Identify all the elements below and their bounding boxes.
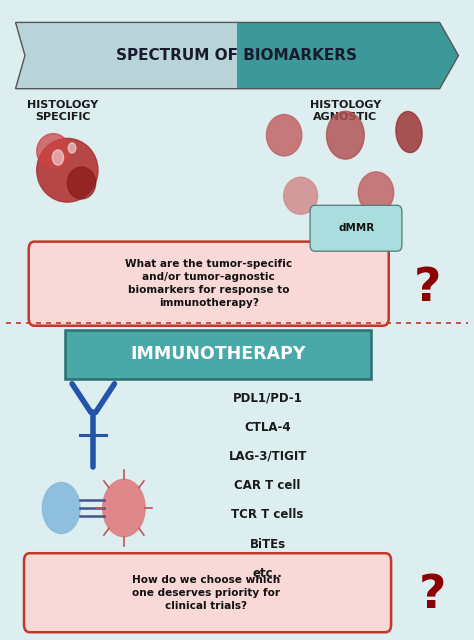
Text: ?: ? xyxy=(419,573,447,618)
Circle shape xyxy=(42,483,80,534)
Text: How do we choose which
one deserves priority for
clinical trials?: How do we choose which one deserves prio… xyxy=(132,575,281,611)
Text: SPECTRUM OF BIOMARKERS: SPECTRUM OF BIOMARKERS xyxy=(117,48,357,63)
Text: ?: ? xyxy=(414,266,442,310)
Text: LAG-3/TIGIT: LAG-3/TIGIT xyxy=(228,450,307,463)
Ellipse shape xyxy=(266,115,302,156)
FancyBboxPatch shape xyxy=(310,205,402,251)
FancyBboxPatch shape xyxy=(29,242,389,326)
FancyBboxPatch shape xyxy=(65,330,371,380)
Circle shape xyxy=(52,150,64,165)
Text: dMMR: dMMR xyxy=(338,223,374,233)
Ellipse shape xyxy=(396,111,422,152)
Ellipse shape xyxy=(36,138,98,202)
Polygon shape xyxy=(16,22,237,89)
Text: IMMUNOTHERAPY: IMMUNOTHERAPY xyxy=(130,346,306,364)
Text: CAR T cell: CAR T cell xyxy=(235,479,301,492)
Ellipse shape xyxy=(283,177,318,214)
Text: What are the tumor-specific
and/or tumor-agnostic
biomarkers for response to
imm: What are the tumor-specific and/or tumor… xyxy=(125,259,292,308)
Text: etc..: etc.. xyxy=(253,567,283,580)
Text: BiTEs: BiTEs xyxy=(250,538,286,551)
Circle shape xyxy=(103,479,145,537)
Ellipse shape xyxy=(36,134,70,169)
Ellipse shape xyxy=(67,167,96,199)
Ellipse shape xyxy=(358,172,394,213)
Text: HISTOLOGY
AGNOSTIC: HISTOLOGY AGNOSTIC xyxy=(310,100,381,122)
Circle shape xyxy=(68,143,76,153)
Text: HISTOLOGY
SPECIFIC: HISTOLOGY SPECIFIC xyxy=(27,100,98,122)
Polygon shape xyxy=(237,22,458,89)
FancyBboxPatch shape xyxy=(24,553,391,632)
Text: TCR T cells: TCR T cells xyxy=(231,509,304,522)
Text: CTLA-4: CTLA-4 xyxy=(244,420,291,433)
Text: PDL1/PD-1: PDL1/PD-1 xyxy=(233,391,302,404)
Ellipse shape xyxy=(327,111,364,159)
